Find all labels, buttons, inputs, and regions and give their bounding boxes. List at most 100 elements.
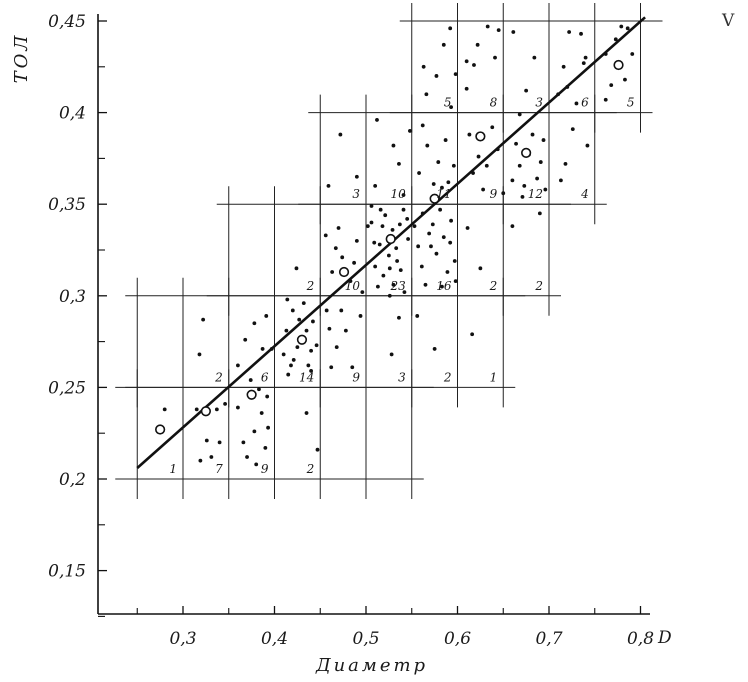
scatter-point	[419, 264, 424, 269]
scatter-point	[532, 55, 537, 60]
cell-mean-marker	[155, 424, 166, 435]
scatter-point	[297, 317, 302, 322]
scatter-point	[162, 407, 167, 412]
y-tick-label: 0,4	[59, 104, 86, 124]
cell-mean-marker	[429, 193, 440, 204]
scatter-point	[336, 226, 341, 230]
scatter-point	[420, 123, 425, 128]
scatter-point	[398, 268, 403, 273]
scatter-point	[260, 347, 265, 351]
scatter-point	[481, 187, 486, 192]
scatter-point	[421, 64, 426, 69]
corner-mark: V	[721, 11, 735, 31]
scatter-point	[603, 97, 608, 102]
scatter-point	[524, 88, 529, 93]
scatter-point	[330, 270, 335, 274]
cell-count-label: 2	[534, 279, 543, 293]
scatter-point	[197, 352, 202, 357]
scatter-point	[378, 207, 383, 212]
scatter-point	[217, 440, 222, 445]
scatter-point	[285, 297, 290, 302]
scatter-point	[424, 92, 429, 97]
scatter-point	[441, 235, 446, 240]
scatter-point	[517, 163, 522, 168]
scatter-point	[334, 345, 339, 349]
tick-labels: 0,15 0,2 0,25 0,3 0,35 0,4 0,45 0,3 0,4 0,5 0,6 0,7…	[48, 12, 654, 649]
scatter-point	[309, 369, 313, 373]
scatter-point	[306, 363, 311, 368]
scatter-point	[434, 74, 439, 78]
scatter-point	[467, 132, 472, 137]
cell-mean-marker	[475, 131, 486, 142]
scatter-point	[324, 308, 329, 313]
scatter-point	[484, 163, 489, 168]
scatter-point	[387, 293, 392, 298]
cell-count-label: 3	[352, 187, 360, 201]
scatter-point	[397, 315, 401, 320]
scatter-point	[415, 314, 420, 318]
cell-means	[155, 59, 624, 435]
x-tick-label: 0,7	[535, 629, 562, 649]
scatter-point	[248, 378, 253, 382]
cell-count-label: 7	[215, 462, 223, 476]
scatter-point	[380, 224, 385, 229]
scatter-point	[441, 42, 446, 47]
x-tick-label: 0,6	[444, 629, 471, 649]
scatter-point	[375, 284, 380, 289]
scatter-point	[563, 161, 568, 166]
cell-count-label: 5	[444, 96, 452, 110]
cell-count-label: 2	[443, 370, 452, 384]
scatter-point	[567, 30, 572, 34]
scatter-point	[431, 182, 436, 186]
scatter-point	[625, 26, 630, 31]
x-tick-label: 0,5	[352, 629, 379, 649]
scatter-point	[493, 55, 497, 60]
scatter-point	[630, 52, 635, 56]
scatter-point	[401, 207, 406, 212]
cell-count-label: 6	[261, 370, 269, 384]
scatter-point	[440, 185, 444, 190]
scatter-point	[436, 160, 441, 164]
scatter-point	[514, 141, 518, 146]
y-tick-label: 0,2	[59, 470, 86, 490]
scatter-point	[402, 290, 407, 295]
scatter-point	[236, 405, 240, 410]
scatter-point	[558, 178, 563, 183]
scatter-point	[326, 183, 331, 188]
scatter-point	[263, 445, 268, 450]
scatter-point	[291, 358, 296, 362]
scatter-point	[343, 328, 348, 333]
scatter-point	[425, 143, 430, 148]
scatter-point	[194, 407, 199, 412]
scatter-point	[522, 183, 527, 188]
cell-count-label: 9	[261, 462, 269, 476]
cell-mean-marker	[338, 266, 350, 278]
scatter-point	[432, 347, 437, 351]
scatter-point	[490, 125, 495, 130]
scatter-point	[265, 394, 270, 399]
scatter-point	[478, 266, 483, 271]
scatter-point	[209, 455, 214, 459]
cell-mean-marker	[385, 233, 396, 245]
scatter-point	[397, 161, 401, 166]
scatter-point	[464, 86, 469, 91]
scatter-point	[314, 343, 319, 348]
cell-count-label: 4	[580, 187, 589, 201]
scatter-point	[354, 174, 359, 179]
scatter-point	[517, 112, 522, 117]
cell-count-label: 16	[436, 279, 452, 293]
y-tick-label: 0,35	[48, 195, 86, 215]
cell-counts: 1 7 9 22 6 14 9 3 2 12 10 23 16 2 23 10 11 9 12 45 8 3 6 5	[169, 96, 634, 476]
cell-count-label: 1	[490, 370, 498, 384]
x-axis-letter: D	[657, 628, 672, 648]
cell-grid	[115, 3, 663, 499]
cell-count-label: 12	[528, 187, 543, 201]
scatter-point	[406, 237, 410, 241]
scatter-point	[369, 204, 374, 208]
cell-count-label: 11	[436, 187, 451, 201]
cell-count-label: 2	[214, 370, 223, 384]
scatter-point	[383, 213, 388, 218]
scatter-point	[323, 233, 328, 238]
scatter-point	[538, 160, 543, 164]
scatter-point	[510, 224, 515, 229]
